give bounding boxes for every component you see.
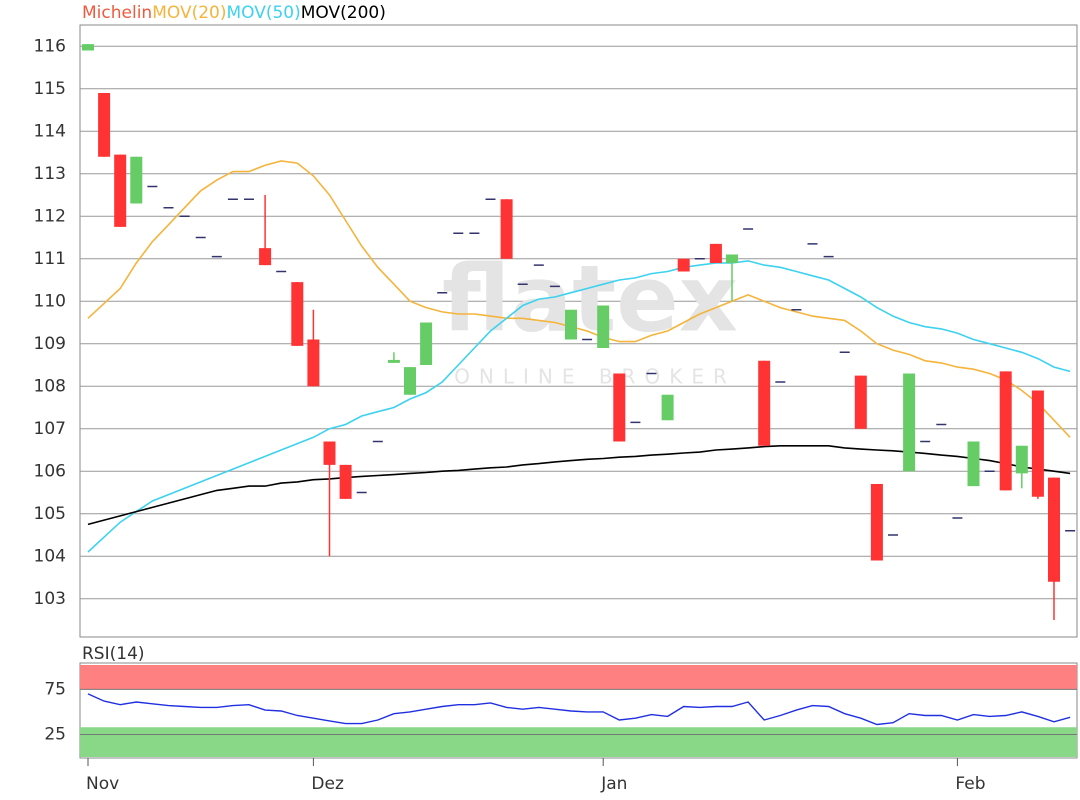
y-tick-label: 106 — [34, 461, 66, 481]
legend-entry: MOV(200) — [301, 3, 386, 23]
legend-entry: MOV(50) — [226, 3, 300, 23]
y-tick-label: 25 — [44, 724, 66, 744]
rsi-band — [80, 727, 1077, 757]
rsi-title: RSI(14) — [82, 644, 145, 664]
candle-body — [677, 258, 690, 272]
rsi-band — [80, 665, 1077, 690]
candle-body — [323, 441, 336, 465]
candle-body — [870, 484, 883, 561]
y-tick-label: 104 — [34, 546, 66, 566]
y-tick-label: 112 — [34, 206, 66, 226]
candle-body — [854, 375, 867, 429]
candle-body — [420, 322, 433, 365]
candle-body — [726, 254, 738, 263]
y-tick-label: 107 — [34, 419, 66, 439]
legend-entry: MOV(20) — [152, 3, 226, 23]
legend: MichelinMOV(20)MOV(50)MOV(200) — [82, 3, 386, 23]
candle-body — [565, 309, 577, 340]
rsi-line — [87, 693, 1071, 726]
candle-body — [999, 371, 1012, 491]
candle-body — [967, 441, 980, 487]
plot-area — [79, 24, 1078, 638]
candle-body — [339, 464, 352, 499]
y-tick-label: 114 — [34, 121, 66, 141]
candle-body — [98, 93, 111, 157]
y-tick-label: 110 — [34, 291, 66, 311]
candle-body — [500, 199, 513, 259]
candle-body — [82, 44, 94, 51]
y-tick-label: 115 — [34, 79, 66, 99]
moving-average — [87, 160, 1071, 438]
candle-body — [307, 339, 320, 387]
y-tick-label: 75 — [44, 679, 66, 699]
y-tick-label: 111 — [34, 249, 66, 269]
x-tick-label: Dez — [311, 774, 344, 794]
candle-body — [1031, 390, 1044, 497]
y-tick-label: 108 — [34, 376, 66, 396]
legend-entry: Michelin — [82, 3, 152, 23]
candle-body — [758, 360, 771, 446]
y-tick-label: 116 — [34, 36, 66, 56]
watermark-tagline: ONLINE BROKER — [454, 365, 736, 389]
candle-body — [1048, 477, 1060, 582]
y-tick-label: 103 — [34, 589, 66, 609]
y-tick-label: 105 — [34, 504, 66, 524]
candle-body — [709, 243, 722, 263]
candle-body — [597, 305, 610, 348]
candle-body — [259, 248, 272, 266]
y-tick-label: 109 — [34, 334, 66, 354]
candle-body — [404, 367, 416, 395]
candle-body — [613, 373, 626, 442]
moving-average — [87, 260, 1071, 553]
candle-body — [130, 156, 143, 204]
candle-body — [661, 394, 674, 421]
y-tick-label: 113 — [34, 164, 66, 184]
x-tick-label: Feb — [955, 774, 985, 794]
candle-body — [291, 282, 304, 346]
candle-body — [1015, 445, 1028, 474]
candle-body — [903, 373, 916, 472]
candle-body — [114, 154, 127, 227]
candle-body — [387, 359, 400, 363]
x-tick-label: Nov — [86, 774, 119, 794]
x-tick-label: Jan — [600, 774, 627, 794]
